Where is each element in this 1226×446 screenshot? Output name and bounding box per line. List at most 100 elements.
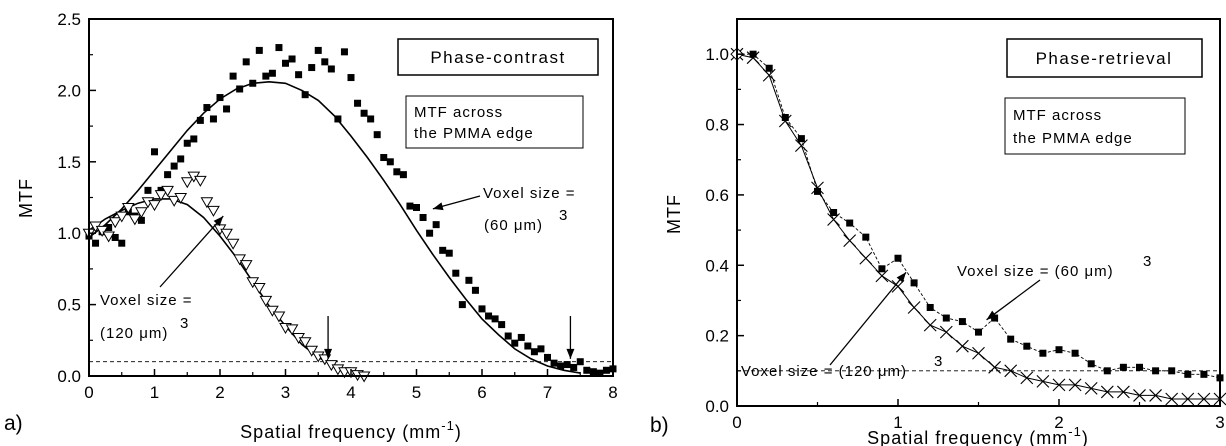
panel-b-y-tick-label: 0.8: [705, 116, 729, 135]
panel-b-square-point: [830, 209, 838, 216]
panel-a-square-point: [295, 71, 303, 79]
panel-a-square-point: [268, 69, 276, 77]
panel-a-square-point: [386, 158, 394, 166]
panel-a-x-tick-label: 2: [215, 383, 224, 402]
panel-a-square-point: [550, 359, 558, 367]
panel-b-cross-point: [1068, 378, 1082, 392]
panel-a-square-point: [308, 64, 316, 72]
panel-a-square-point: [242, 58, 250, 66]
panel-b-x-tick-label: 2: [1054, 413, 1063, 432]
panel-a-square-point: [275, 44, 283, 52]
panel-b-cross-point: [1197, 392, 1211, 406]
panel-b-cross-point: [859, 251, 873, 265]
panel-a-title-box: [397, 38, 599, 76]
panel-b-square-point: [1039, 349, 1047, 357]
panel-b-voxel60-arrow-head: [986, 310, 997, 320]
panel-a-square-point: [485, 312, 493, 320]
panel-a-square-point: [602, 366, 610, 374]
panel-a-triangle-point: [285, 324, 299, 336]
panel-b-square-point: [1168, 367, 1176, 375]
panel-a-triangle-point: [266, 305, 279, 317]
panel-a-square-point: [144, 186, 152, 194]
panel-b-square-point: [846, 219, 854, 227]
panel-a-square-point: [537, 345, 545, 353]
panel-b-cross-point: [762, 68, 776, 82]
panel-a-square-point: [105, 223, 113, 231]
panel-b-square-point: [862, 233, 870, 241]
panel-a-square-point: [413, 203, 420, 211]
panel-a-x-tick-label: 4: [346, 383, 355, 402]
panel-b-x-tick-label: 3: [1215, 413, 1224, 432]
panel-a-info-line-1: MTF across: [414, 104, 503, 121]
panel-a-x-tick-label: 7: [543, 383, 552, 402]
panel-a-square-point: [511, 339, 519, 347]
panel-b-cross-point: [1165, 392, 1179, 406]
panel-a-triangle-point: [200, 197, 214, 209]
panel-b-voxel120-superscript: 3: [934, 353, 943, 370]
panel-a-triangle-point: [305, 345, 319, 357]
panel-b-square-point: [894, 254, 902, 262]
panel-a-square-point: [360, 109, 368, 117]
panel-b-cross-point: [1181, 392, 1195, 406]
panel-a-voxel60-line-1: Voxel size =: [483, 185, 575, 202]
panel-a-square-point: [203, 104, 211, 112]
panel-b-cross-point: [907, 301, 921, 314]
panel-a-square-point: [223, 105, 231, 113]
panel-a-voxel120-line-2: (120 μm): [100, 325, 168, 342]
panel-a-x-tick-label: 0: [84, 383, 93, 402]
panel-b-info-line-2: the PMMA edge: [1013, 130, 1133, 147]
panel-a-square-point: [301, 91, 309, 99]
panel-a-info-line-2: the PMMA edge: [414, 125, 534, 142]
panel-b-square-point: [1119, 363, 1127, 371]
panel-a-square-point: [190, 135, 198, 143]
panel-a-square-point: [576, 358, 584, 366]
panel-b-info-line-1: MTF across: [1013, 107, 1102, 124]
panel-a-voxel60-arrow-head: [432, 202, 444, 211]
panel-a-square-point: [255, 46, 263, 54]
panel-a-triangle-point: [115, 211, 129, 223]
panel-a-triangle-point: [154, 190, 168, 202]
panel-a-triangle-point: [121, 202, 135, 214]
panel-b-y-tick-label: 0.6: [705, 186, 729, 205]
panel-a-square-point: [439, 246, 447, 254]
panel-a-y-tick-label: 0.5: [57, 296, 81, 315]
panel-b-square-point: [1184, 370, 1192, 378]
panel-b-series-layer: [730, 47, 1226, 406]
panel-a-square-point: [164, 171, 172, 179]
panel-a-square-point: [288, 55, 296, 63]
panel-a-square-point: [196, 116, 204, 124]
panel-a-x-tick-label: 1: [150, 383, 159, 402]
panel-a-square-point: [517, 333, 525, 341]
panel-b-cross-point: [778, 114, 792, 128]
panel-a-x-axis-label: Spatial frequency (mm-1): [240, 418, 462, 442]
panel-a-x-tick-label: 6: [477, 383, 486, 402]
panel-a-voxel120-arrow: [159, 215, 224, 288]
panel-a-square-point: [432, 221, 440, 229]
panel-a-triangle-point: [174, 193, 188, 204]
panel-a-chart: 0 1 2 3 4 5 6 7 8 0.0 0.5 1.0 1.5 2.0 2.5 Phase-contra…: [4, 10, 618, 442]
panel-a-square-point: [137, 216, 145, 224]
panel-a-square-point: [471, 286, 479, 294]
panel-a-square-point: [373, 131, 381, 139]
panel-b-y-tick-label: 0.0: [705, 397, 729, 416]
panel-a-title-text: Phase-contrast: [430, 48, 565, 67]
panel-a-info-box: [405, 95, 584, 149]
panel-a-square-point: [563, 361, 571, 369]
panel-a-square-point: [151, 148, 158, 156]
panel-b-cross-point: [972, 346, 985, 360]
panel-a-square-point: [262, 72, 270, 80]
panel-a-square-point: [557, 362, 565, 370]
panel-b-square-point: [1136, 363, 1143, 371]
panel-b-cross-point: [1084, 382, 1098, 395]
panel-b-cross-point: [795, 139, 808, 153]
panel-b-square-point: [797, 135, 805, 143]
panel-a-square-point: [524, 342, 532, 350]
panel-a-square-point: [478, 305, 486, 313]
panel-a-square-point: [92, 239, 100, 247]
panel-b-voxel60-superscript: 3: [1143, 253, 1152, 270]
panel-a-cutoff-arrow-2-head: [566, 348, 575, 359]
panel-a-triangle-point: [272, 311, 286, 323]
panel-a-square-point: [249, 79, 257, 87]
panel-b-square-point: [975, 328, 982, 336]
